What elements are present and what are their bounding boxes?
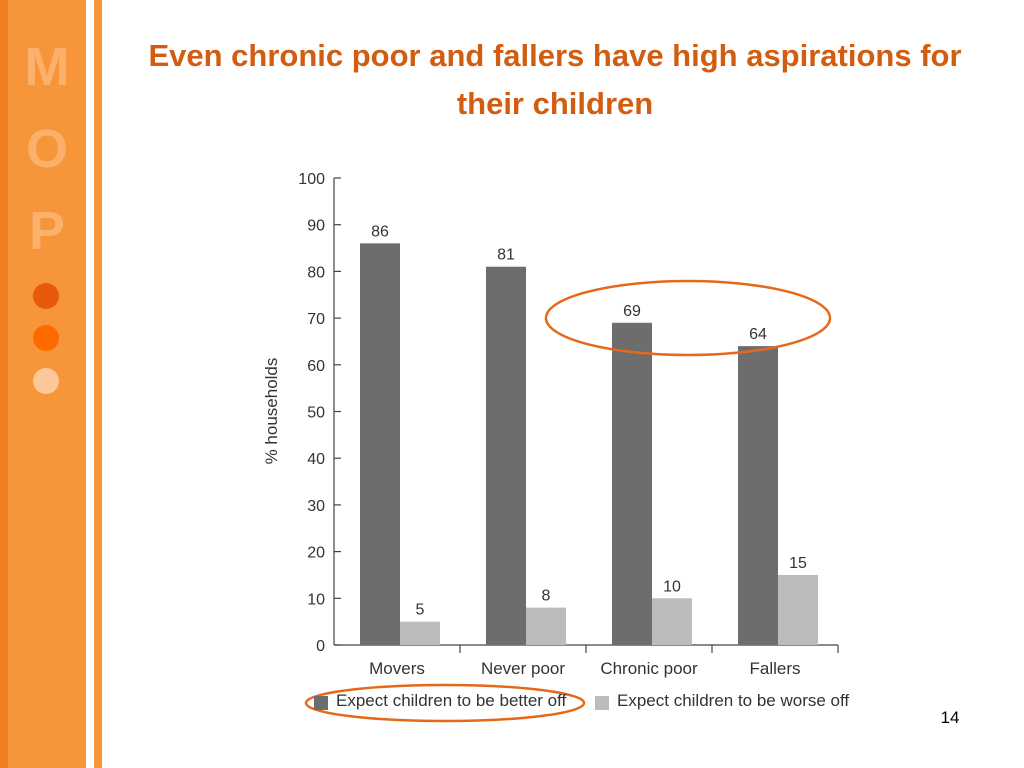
bar-better-off [612, 322, 652, 645]
legend-swatch-better-off [314, 696, 328, 710]
logo-letter-o: O [25, 119, 68, 179]
slide-title: Even chronic poor and fallers have high … [148, 38, 962, 121]
highlight-ellipse-legend [304, 683, 586, 723]
slide-number: 14 [940, 708, 960, 727]
data-label: 15 [789, 555, 807, 572]
y-tick-label: 20 [307, 545, 325, 562]
sidebar-stripe [94, 0, 102, 768]
bar-better-off [486, 266, 526, 645]
data-label: 8 [542, 588, 551, 605]
bar-better-off [360, 243, 400, 645]
y-tick-label: 10 [307, 591, 325, 608]
y-tick-label: 100 [298, 171, 325, 188]
x-tick-label: Never poor [481, 659, 565, 678]
sidebar-band: M O P [0, 0, 86, 768]
logo-dot-2 [33, 325, 59, 351]
logo-letter-p: P [28, 201, 66, 261]
y-axis-label: % households [262, 358, 281, 465]
x-tick-label: Fallers [749, 659, 800, 678]
logo-dot-3 [33, 368, 59, 394]
data-label: 69 [623, 303, 641, 320]
y-tick-label: 80 [307, 264, 325, 281]
legend-swatch-worse-off [595, 696, 609, 710]
sidebar-edge [0, 0, 8, 768]
x-tick-label: Chronic poor [600, 659, 698, 678]
logo-letter-m: M [24, 37, 70, 97]
highlight-ellipse-chronic-fallers [544, 279, 832, 357]
y-tick-label: 40 [307, 451, 325, 468]
y-tick-label: 60 [307, 358, 325, 375]
bar-worse-off [778, 574, 818, 645]
bar-worse-off [652, 598, 692, 645]
y-tick-label: 30 [307, 498, 325, 515]
legend-label-better-off: Expect children to be better off [336, 691, 567, 710]
legend-label-worse-off: Expect children to be worse off [617, 691, 850, 710]
data-label: 86 [371, 223, 389, 240]
data-label: 5 [416, 602, 425, 619]
data-label: 10 [663, 578, 681, 595]
logo-dot-1 [33, 283, 59, 309]
y-tick-label: 90 [307, 218, 325, 235]
bar-better-off [738, 346, 778, 645]
data-label: 64 [749, 326, 767, 343]
bar-worse-off [400, 621, 440, 645]
y-tick-label: 0 [316, 638, 325, 655]
y-tick-label: 50 [307, 405, 325, 422]
y-tick-label: 70 [307, 311, 325, 328]
bar-worse-off [526, 607, 566, 645]
x-tick-label: Movers [369, 659, 425, 678]
data-label: 81 [497, 247, 515, 264]
